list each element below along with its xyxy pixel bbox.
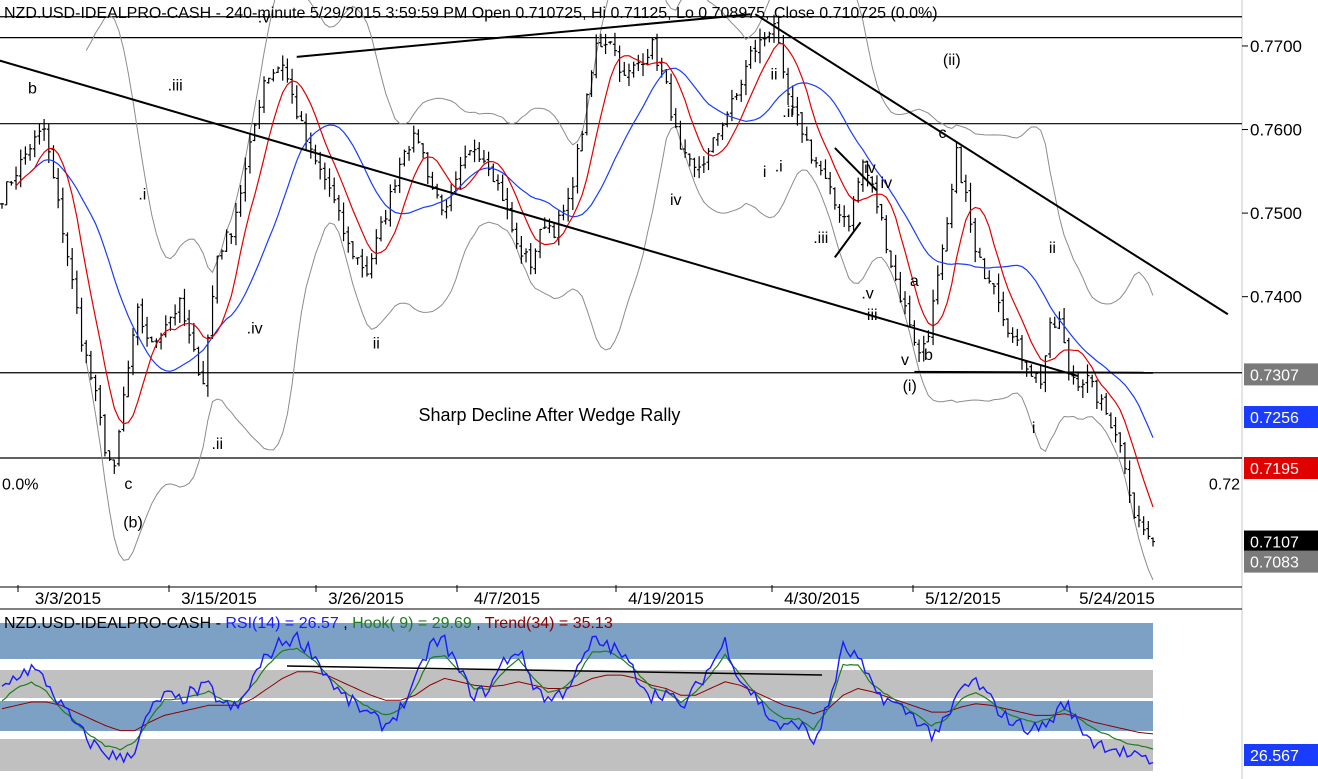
support-extension-line: [914, 370, 1154, 374]
x-tick-label-1: 3/15/2015: [181, 589, 257, 608]
annotation-16: .i: [775, 158, 783, 175]
rsi-band-mid-blue: [0, 701, 1153, 731]
x-tick-label-5: 4/30/2015: [784, 589, 860, 608]
moving-average-blue: [29, 67, 1154, 438]
annotation-8: (b): [123, 514, 143, 531]
annotation-5: .iv: [247, 320, 263, 337]
fib-label-right: 0.72: [1209, 476, 1240, 493]
annotation-23: a: [910, 273, 919, 290]
rsi-bands: [0, 623, 1153, 771]
price-tag-0: 0.7307: [1250, 367, 1299, 384]
hook-label: Hook( 9) = 29.69: [352, 615, 472, 632]
annotation-18: .iii: [813, 230, 828, 247]
price-tag-3: 0.7107: [1250, 535, 1299, 552]
price-layer: b.iii.i.vi.iv.iic(b)iiiiiiv(c)vii.ii.ii.…: [0, 0, 1318, 610]
hook-line: [1, 647, 1154, 751]
price-tag-bg-1: [1244, 406, 1318, 429]
bollinger-lower: [85, 125, 1154, 581]
rsi-value-tag-bg: [1244, 744, 1318, 766]
rsi-value-tag: 26.567: [1250, 748, 1299, 765]
price-tag-4: 0.7083: [1250, 555, 1299, 572]
annotation-17: i: [763, 164, 767, 181]
price-bars: [0, 14, 1155, 547]
annotation-21: .v: [861, 285, 873, 302]
annotation-25: b: [924, 347, 933, 364]
rsi-divergence-line: [286, 665, 823, 676]
annotation-7: c: [124, 476, 132, 493]
wedge-upper-trendline: [296, 13, 751, 58]
x-tick-label-7: 5/24/2015: [1079, 589, 1155, 608]
indicator-symbol: NZD.USD-IDEALPRO-CASH -: [4, 615, 225, 632]
trend-line: [1, 671, 1154, 735]
moving-average-red: [15, 42, 1154, 508]
annotation-3: .v: [258, 10, 270, 27]
y-tick-label-0: 0.7700: [1250, 37, 1302, 56]
price-tag-bg-3: [1244, 530, 1318, 553]
price-tag-1: 0.7256: [1250, 410, 1299, 427]
x-tick-label-3: 4/7/2015: [474, 589, 540, 608]
price-tag-bg-2: [1244, 457, 1318, 479]
chart-title: NZD.USD-IDEALPRO-CASH - 240-minute 5/29/…: [4, 5, 938, 22]
rsi-band-lower-gray: [0, 739, 1153, 771]
annotation-29: ii: [1049, 240, 1056, 257]
annotation-31: Sharp Decline After Wedge Rally: [419, 405, 681, 425]
trend-label: Trend(34) = 35.13: [485, 615, 613, 632]
annotation-19: iv: [864, 160, 876, 177]
annotation-1: .iii: [168, 77, 183, 94]
annotation-22: iii: [867, 307, 878, 324]
small-channel-line-2: [834, 221, 862, 258]
rsi-band-mid-gray-1: [0, 670, 1153, 698]
annotation-26: (i): [903, 378, 917, 395]
price-tag-bg-4: [1244, 550, 1318, 573]
price-tag-2: 0.7195: [1250, 461, 1299, 478]
rsi-band-upper: [0, 623, 1153, 659]
x-tick-label-6: 5/12/2015: [925, 589, 1001, 608]
indicator-layer: [1, 630, 1154, 765]
annotation-27: c: [938, 125, 946, 142]
price-plot-area: [0, 0, 1242, 581]
annotation-15: .ii: [782, 104, 794, 121]
annotation-28: (ii): [943, 52, 961, 69]
fib-label-left: 0.0%: [2, 476, 38, 493]
annotation-9: ii: [373, 335, 380, 352]
price-axis-panel: [1242, 0, 1318, 779]
indicator-sep-2: ,: [476, 615, 485, 632]
x-tick-label-2: 3/26/2015: [328, 589, 404, 608]
channel-upper-trendline: [754, 13, 1229, 316]
y-tick-label-3: 0.7400: [1250, 288, 1302, 307]
wave-annotations: b.iii.i.vi.iv.iic(b)iiiiiiv(c)vii.ii.ii.…: [28, 10, 1056, 532]
rsi-label: RSI(14) = 26.57: [225, 615, 339, 632]
annotation-0: b: [28, 81, 37, 98]
rsi-line: [1, 630, 1154, 765]
annotation-11: iv: [670, 192, 682, 209]
annotation-20: iv: [881, 175, 893, 192]
annotation-14: ii: [770, 66, 777, 83]
annotation-6: .ii: [211, 436, 223, 453]
y-tick-label-2: 0.7500: [1250, 204, 1302, 223]
bollinger-upper: [85, 0, 1154, 305]
price-tag-bg-0: [1244, 363, 1318, 386]
indicator-header: NZD.USD-IDEALPRO-CASH - RSI(14) = 26.57 …: [4, 615, 613, 632]
annotation-24: v: [901, 352, 909, 369]
annotation-2: .i: [138, 187, 146, 204]
annotation-30: i: [1032, 420, 1036, 437]
small-channel-line-1: [834, 147, 878, 192]
indicator-sep-1: ,: [343, 615, 352, 632]
y-tick-label-1: 0.7600: [1250, 121, 1302, 140]
x-tick-label-0: 3/3/2015: [35, 589, 101, 608]
x-tick-label-4: 4/19/2015: [628, 589, 704, 608]
wedge-lower-trendline: [0, 59, 1079, 378]
